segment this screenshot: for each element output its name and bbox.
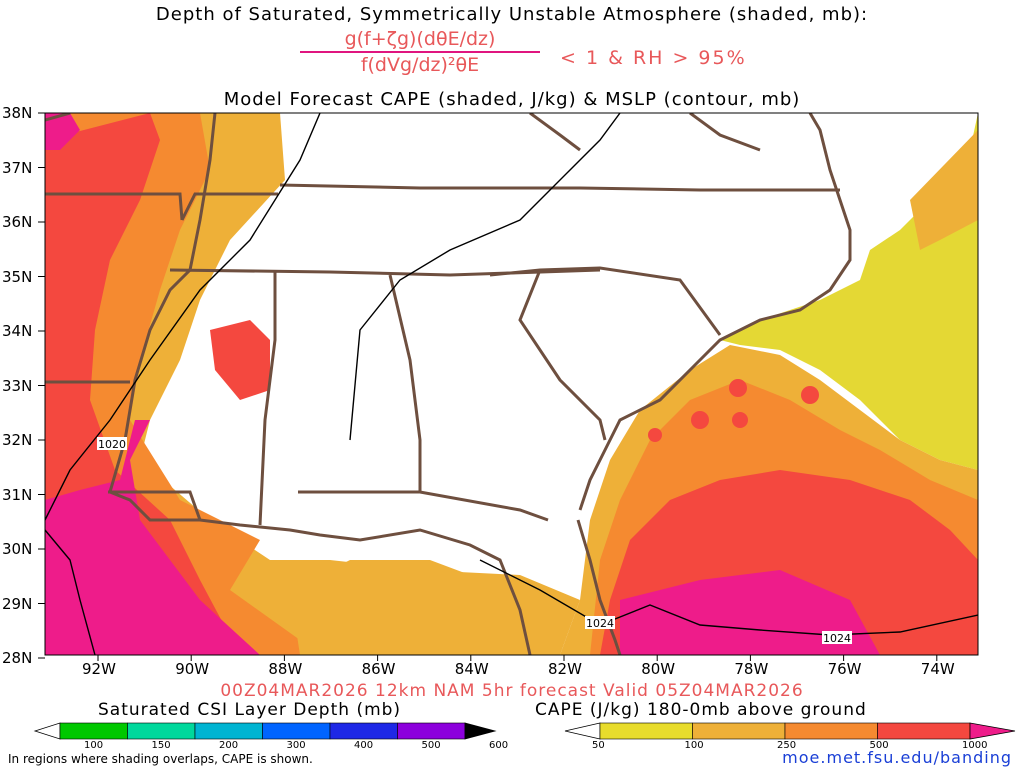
cape-colorbar-segment — [877, 722, 971, 740]
map-subtitle: Model Forecast CAPE (shaded, J/kg) & MSL… — [223, 89, 801, 110]
cape-colorbar-tick: 250 — [777, 740, 797, 751]
longitude-label: 90W — [175, 660, 210, 678]
longitude-label: 80W — [641, 660, 676, 678]
source-url[interactable]: moe.met.fsu.edu/banding — [782, 748, 1012, 767]
longitude-label: 78W — [734, 660, 769, 678]
latitude-label: 36N — [2, 213, 33, 231]
cape-colorbar-segment — [784, 722, 878, 740]
latitude-label: 30N — [2, 540, 33, 558]
longitude-label: 92W — [82, 660, 116, 678]
csi-colorbar-segment — [329, 722, 398, 740]
cape-shading — [45, 113, 978, 655]
isobar-label-1024-west: 1024 — [586, 617, 614, 630]
csi-colorbar — [33, 722, 497, 740]
csi-colorbar-segment — [397, 722, 466, 740]
csi-colorbar-segment — [194, 722, 263, 740]
cape-colorbar-segment — [692, 722, 786, 740]
latitude-label: 38N — [2, 104, 33, 122]
latitude-label: 35N — [2, 267, 33, 286]
fraction-bar — [300, 51, 540, 53]
state-borders — [45, 113, 852, 655]
formula-numerator: g(f+ζg)(dθE/dz) — [344, 28, 496, 50]
map-title: Depth of Saturated, Symmetrically Unstab… — [155, 4, 869, 25]
axis-ticks — [38, 112, 938, 661]
csi-colorbar-tick: 600 — [489, 740, 509, 751]
overlap-footnote: In regions where shading overlaps, CAPE … — [8, 752, 313, 766]
isobar-label-1020: 1020 — [98, 438, 126, 451]
csi-colorbar-segment — [262, 722, 331, 740]
longitude-label: 74W — [920, 660, 955, 678]
csi-colorbar-tick: 500 — [421, 740, 441, 751]
cape-colorbar-title: CAPE (J/kg) 180-0mb above ground — [535, 700, 867, 720]
csi-colorbar-tick: 400 — [354, 740, 374, 751]
csi-colorbar-tick: 300 — [286, 740, 306, 751]
csi-colorbar-tick: 100 — [84, 740, 104, 751]
csi-colorbar-segment — [127, 722, 196, 740]
latitude-label: 31N — [2, 485, 33, 504]
cape-colorbar-tick: 50 — [592, 740, 605, 751]
cape-colorbar-tick: 100 — [684, 740, 704, 751]
csi-colorbar-tick: 150 — [151, 740, 171, 751]
latitude-label: 32N — [2, 431, 33, 449]
forecast-valid-line: 00Z04MAR2026 12km NAM 5hr forecast Valid… — [220, 681, 804, 701]
csi-colorbar-title: Saturated CSI Layer Depth (mb) — [98, 700, 402, 720]
isobar-labels: 1020 1024 1024 — [97, 437, 852, 645]
csi-colorbar-segment — [59, 722, 128, 740]
cape-colorbar-tick: 1000 — [962, 740, 988, 751]
formula-criteria: < 1 & RH > 95% — [560, 47, 747, 69]
map-frame — [44, 112, 979, 656]
isobar-label-1024-east: 1024 — [823, 632, 851, 645]
isobars — [45, 113, 978, 655]
cape-colorbar — [564, 722, 1016, 740]
latitude-label: 34N — [2, 322, 33, 340]
formula-fraction: g(f+ζg)(dθE/dz) f(dVg/dz)²θE — [300, 28, 540, 76]
csi-colorbar-tick: 200 — [219, 740, 239, 751]
cape-colorbar-tick: 500 — [869, 740, 889, 751]
latitude-label: 33N — [2, 376, 33, 395]
longitude-label: 76W — [827, 660, 862, 678]
longitude-label: 88W — [268, 660, 303, 678]
latitude-label: 37N — [2, 158, 33, 177]
formula-denominator: f(dVg/dz)²θE — [360, 54, 480, 76]
latitude-label: 29N — [2, 594, 33, 613]
longitude-label: 86W — [361, 660, 396, 678]
longitude-label: 84W — [454, 660, 489, 678]
latitude-label: 28N — [2, 649, 33, 667]
cape-colorbar-segment — [599, 722, 693, 740]
longitude-label: 82W — [548, 660, 582, 678]
